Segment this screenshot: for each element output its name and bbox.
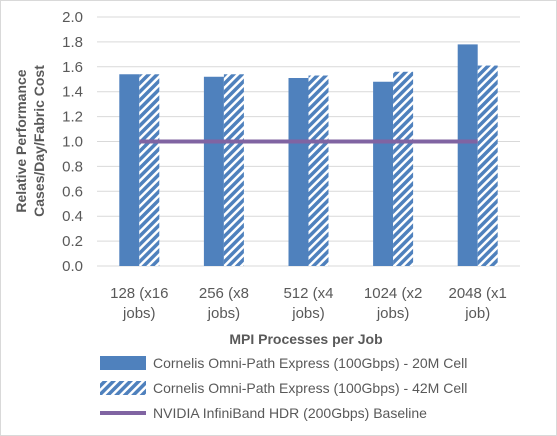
y-tick-label: 0.2 [62,233,83,250]
y-tick-label: 0.4 [62,208,83,225]
bars [119,44,498,267]
category-label: 128 (x16 [110,285,168,302]
x-axis-title: MPI Processes per Job [229,331,382,347]
y-tick-label: 1.8 [62,34,83,51]
category-label: 1024 (x2 [364,285,422,302]
category-label: jobs) [376,305,410,322]
x-axis-categories: 128 (x16 jobs) 256 (x8 jobs) 512 (x4 jobs) 102… [110,285,507,322]
bar-20m-1 [203,76,224,266]
category-label: job) [464,305,490,322]
category-label: jobs) [291,305,325,322]
category-label: 512 (x4 [283,285,333,302]
y-tick-label: 0.8 [62,158,83,175]
legend-label: Cornelis Omni-Path Express (100Gbps) - 4… [153,380,467,396]
y-axis-title-line: Relative Performance [13,69,29,212]
bar-42m-0 [139,74,160,267]
y-tick-label: 1.0 [62,134,83,151]
legend-swatch-20m [100,356,146,370]
category-label: jobs) [207,305,241,322]
y-axis-title-line: Cases/Day/Fabric Cost [31,65,47,217]
y-tick-label: 1.2 [62,109,83,126]
y-tick-label: 0.6 [62,183,83,200]
bar-42m-4 [477,65,498,267]
bar-20m-4 [457,44,478,266]
bar-42m-3 [393,71,414,266]
bar-42m-2 [308,75,329,266]
bar-20m-3 [373,81,394,267]
bar-42m-1 [223,74,244,267]
legend-swatch-42m [100,381,146,395]
legend: Cornelis Omni-Path Express (100Gbps) - 2… [100,355,467,421]
y-tick-label: 1.6 [62,59,83,76]
y-axis-ticks: 0.0 0.2 0.4 0.6 0.8 1.0 1.2 1.4 1.6 1.8 2.0 [62,9,83,275]
y-tick-label: 0.0 [62,258,83,275]
y-tick-label: 1.4 [62,84,83,101]
bar-20m-0 [119,74,140,267]
y-axis-title: Relative Performance Cases/Day/Fabric Cos… [13,65,47,217]
category-label: 2048 (x1 [449,285,507,302]
category-label: 256 (x8 [199,285,249,302]
bar-20m-2 [288,78,309,266]
legend-label: NVIDIA InfiniBand HDR (200Gbps) Baseline [153,405,427,421]
category-label: jobs) [122,305,156,322]
y-tick-label: 2.0 [62,9,83,26]
legend-label: Cornelis Omni-Path Express (100Gbps) - 2… [153,355,467,371]
